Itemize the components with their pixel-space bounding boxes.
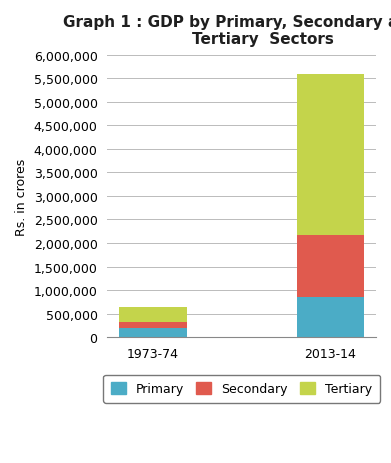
Y-axis label: Rs. in crores: Rs. in crores bbox=[15, 158, 28, 235]
Bar bbox=[296, 297, 364, 338]
Legend: Primary, Secondary, Tertiary: Primary, Secondary, Tertiary bbox=[103, 375, 380, 403]
Bar bbox=[120, 322, 187, 328]
Bar bbox=[296, 75, 364, 236]
Bar bbox=[296, 236, 364, 297]
Bar bbox=[120, 307, 187, 322]
Bar bbox=[120, 328, 187, 338]
Title: Graph 1 : GDP by Primary, Secondary and
        Tertiary  Sectors: Graph 1 : GDP by Primary, Secondary and … bbox=[63, 15, 391, 47]
